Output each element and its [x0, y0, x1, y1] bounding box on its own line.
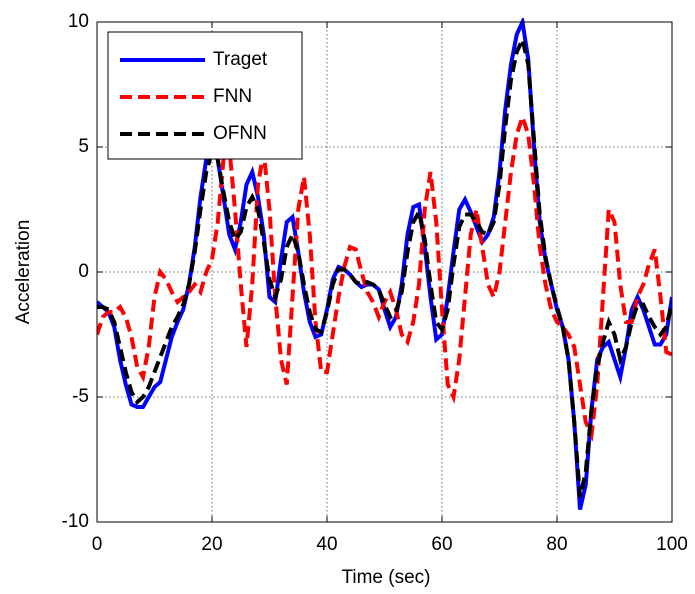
legend-label: FNN: [213, 86, 252, 107]
y-tick-label: 10: [68, 11, 89, 32]
y-axis-label: Acceleration: [13, 220, 34, 325]
y-tick-label: 5: [78, 136, 89, 157]
legend-box: [107, 31, 303, 160]
plot-frame: [96, 21, 673, 523]
x-tick-label: 20: [201, 534, 222, 555]
y-tick-label: 0: [78, 261, 89, 282]
y-tick-label: -5: [72, 386, 89, 407]
legend-label: Traget: [213, 49, 268, 70]
series-line: [97, 110, 672, 442]
x-tick-label: 0: [92, 534, 103, 555]
x-axis-label: Time (sec): [341, 567, 430, 588]
series-line: [97, 33, 672, 498]
y-tick-label: -10: [62, 511, 89, 532]
x-tick-label: 40: [316, 534, 337, 555]
legend-label: OFNN: [213, 123, 267, 144]
x-tick-label: 80: [546, 534, 567, 555]
x-tick-label: 100: [656, 534, 688, 555]
x-tick-label: 60: [431, 534, 452, 555]
